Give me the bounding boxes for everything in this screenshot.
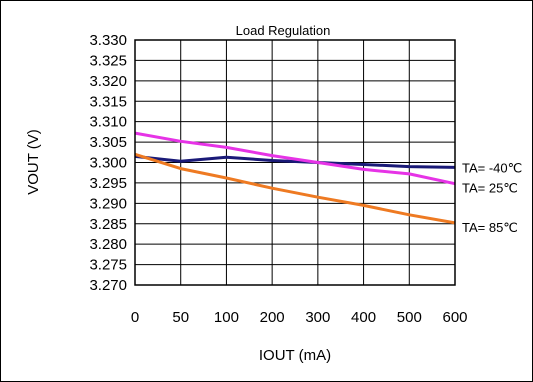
y-tick-label: 3.290 bbox=[89, 195, 127, 212]
x-tick-labels: 0 50 100 200 300 400 500 600 bbox=[131, 309, 468, 326]
y-tick-label: 3.330 bbox=[89, 32, 127, 49]
series-line bbox=[134, 131, 456, 186]
series-line bbox=[134, 154, 456, 169]
y-tick-labels: 3.330 3.325 3.320 3.315 3.310 3.305 3.300 3.295… bbox=[89, 32, 127, 294]
series-label: TA= 85℃ bbox=[462, 220, 518, 235]
series-label: TA= 25℃ bbox=[462, 181, 518, 196]
chart-title: Load Regulation bbox=[236, 23, 331, 38]
y-tick-label: 3.315 bbox=[89, 93, 127, 110]
series-label: TA= -40℃ bbox=[462, 160, 522, 175]
y-tick-label: 3.320 bbox=[89, 73, 127, 90]
x-tick-label: 600 bbox=[442, 309, 467, 326]
y-tick-label: 3.310 bbox=[89, 114, 127, 131]
y-tick-label: 3.325 bbox=[89, 52, 127, 69]
x-axis-title: IOUT (mA) bbox=[259, 347, 331, 364]
y-tick-label: 3.305 bbox=[89, 134, 127, 151]
series-labels: TA= -40℃ TA= 25℃ TA= 85℃ bbox=[462, 160, 522, 235]
x-tick-label: 0 bbox=[131, 309, 139, 326]
y-tick-label: 3.270 bbox=[89, 277, 127, 294]
y-tick-label: 3.295 bbox=[89, 175, 127, 192]
series-lines bbox=[134, 131, 456, 225]
plot-area-border bbox=[134, 39, 456, 286]
series-line bbox=[134, 152, 456, 225]
x-tick-label: 300 bbox=[305, 309, 330, 326]
y-tick-label: 3.285 bbox=[89, 216, 127, 233]
grid-lines bbox=[135, 40, 455, 285]
x-tick-label: 50 bbox=[172, 309, 189, 326]
x-tick-label: 100 bbox=[214, 309, 239, 326]
y-tick-label: 3.275 bbox=[89, 257, 127, 274]
x-tick-label: 500 bbox=[397, 309, 422, 326]
y-axis-title: VOUT (V) bbox=[25, 129, 42, 195]
x-tick-label: 200 bbox=[260, 309, 285, 326]
y-tick-label: 3.280 bbox=[89, 236, 127, 253]
y-tick-label: 3.300 bbox=[89, 155, 127, 172]
x-tick-label: 400 bbox=[351, 309, 376, 326]
